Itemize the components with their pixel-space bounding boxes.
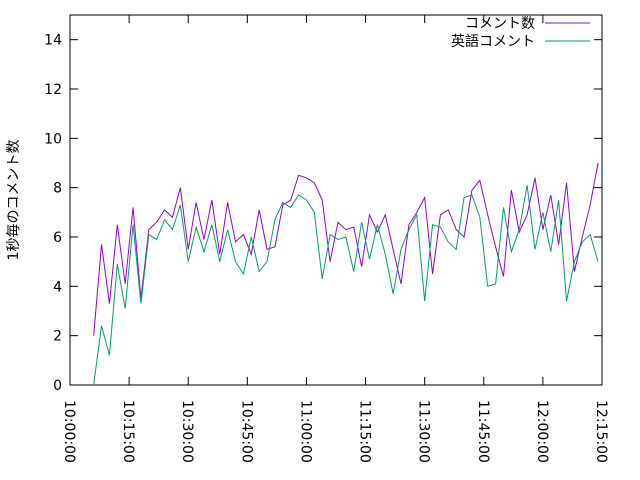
data-line <box>93 162 599 336</box>
legend-label: コメント数 <box>465 16 535 32</box>
x-tick-label: 10:30:00 <box>179 400 195 463</box>
y-tick-label: 6 <box>53 230 62 246</box>
y-axis-label: 1秒毎のコメント数 <box>6 140 22 261</box>
x-tick-label: 11:15:00 <box>357 400 373 463</box>
x-tick-label: 11:00:00 <box>297 400 313 463</box>
x-tick-label: 10:00:00 <box>61 400 77 463</box>
x-tick-label: 12:00:00 <box>534 400 550 463</box>
y-tick-label: 0 <box>53 378 62 394</box>
y-tick-label: 12 <box>44 82 62 98</box>
y-tick-label: 14 <box>44 33 62 49</box>
x-tick-label: 10:15:00 <box>120 400 136 463</box>
x-tick-label: 11:30:00 <box>416 400 432 463</box>
x-tick-label: 10:45:00 <box>238 400 254 463</box>
y-tick-label: 10 <box>44 131 62 147</box>
y-tick-label: 8 <box>53 181 62 197</box>
data-line <box>93 185 599 386</box>
x-tick-label: 12:15:00 <box>593 400 609 463</box>
y-tick-label: 2 <box>53 329 62 345</box>
legend-label: 英語コメント <box>451 33 535 50</box>
x-tick-label: 11:45:00 <box>475 400 491 463</box>
plot-border <box>69 14 603 386</box>
y-tick-label: 4 <box>53 279 62 295</box>
